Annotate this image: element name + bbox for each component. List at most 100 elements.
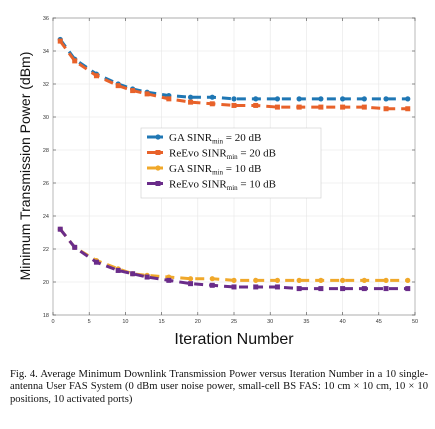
- legend-label: ReEvo SINRmin = 10 dB: [169, 179, 276, 193]
- legend-marker: [155, 165, 161, 171]
- data-point: [231, 277, 237, 283]
- x-tick-label: 10: [122, 319, 128, 325]
- y-tick-label: 24: [43, 214, 49, 220]
- data-point: [361, 286, 367, 292]
- y-tick-label: 28: [43, 148, 49, 154]
- data-point: [274, 277, 281, 283]
- data-point: [405, 286, 411, 292]
- series-line: [59, 228, 408, 282]
- axis-ticks: 0 5 10 15 20 25 30 35 40 45 50 18 20 22 24 26 28 30 32 34 36: [43, 16, 418, 325]
- series-line: [59, 228, 408, 291]
- data-point: [144, 274, 150, 280]
- y-axis-label: Minimum Transmission Power (dBm): [17, 52, 33, 281]
- data-point: [361, 104, 367, 110]
- x-tick-label: 20: [195, 319, 201, 325]
- data-point: [188, 281, 194, 287]
- legend-label-tail: = 20 dB: [223, 132, 261, 144]
- data-point: [405, 106, 411, 112]
- legend-entry: GA SINRmin = 10 dB: [147, 163, 261, 177]
- y-tick-label: 26: [43, 181, 49, 187]
- legend-label-subscript: min: [212, 138, 223, 146]
- y-tick-label: 34: [43, 49, 49, 55]
- data-point: [383, 96, 389, 102]
- figure-caption: Fig. 4. Average Minimum Downlink Transmi…: [10, 369, 428, 405]
- x-tick-label: 25: [231, 319, 237, 325]
- data-point: [405, 96, 411, 102]
- legend-label-subscript: min: [227, 153, 238, 161]
- legend-label-main: ReEvo SINR: [169, 179, 227, 191]
- x-axis-label: Iteration Number: [174, 331, 294, 348]
- legend-label: GA SINRmin = 20 dB: [169, 132, 261, 146]
- data-point: [231, 284, 237, 290]
- y-tick-label: 20: [43, 280, 49, 286]
- legend-label-main: GA SINR: [169, 163, 213, 175]
- x-tick-label: 50: [412, 319, 418, 325]
- legend-label-main: GA SINR: [169, 132, 213, 144]
- grid-lines: [52, 17, 416, 316]
- data-point: [253, 277, 259, 283]
- x-tick-label: 0: [51, 319, 54, 325]
- data-point: [361, 277, 367, 283]
- data-point: [130, 271, 136, 277]
- data-point: [340, 286, 346, 292]
- data-point: [361, 96, 367, 102]
- data-point: [296, 96, 302, 102]
- data-point: [209, 101, 215, 107]
- data-point: [57, 226, 63, 232]
- data-point: [57, 38, 63, 44]
- data-point: [144, 91, 150, 97]
- data-point: [166, 96, 172, 102]
- x-tick-label: 15: [159, 319, 165, 325]
- data-point: [340, 96, 346, 102]
- data-point: [318, 104, 324, 110]
- data-point: [93, 73, 99, 79]
- data-point: [274, 284, 280, 290]
- y-tick-label: 30: [43, 115, 49, 121]
- data-point: [188, 99, 194, 105]
- power-vs-iteration-chart: 0 5 10 15 20 25 30 35 40 45 50 18 20 22 24 26 28 30 32 34 36…: [17, 16, 418, 348]
- data-point: [318, 286, 324, 292]
- data-point: [187, 276, 194, 282]
- data-point: [130, 88, 136, 94]
- data-point: [383, 286, 389, 292]
- legend-box: [140, 127, 322, 199]
- legend-label: GA SINRmin = 10 dB: [169, 163, 261, 177]
- series-4: [57, 226, 411, 292]
- data-point: [209, 276, 215, 282]
- data-point: [115, 83, 121, 89]
- x-tick-label: 5: [88, 319, 91, 325]
- x-tick-label: 45: [376, 319, 382, 325]
- x-tick-label: 35: [303, 319, 309, 325]
- data-point: [93, 259, 99, 265]
- x-tick-label: 40: [340, 319, 346, 325]
- data-point: [209, 282, 215, 288]
- series-line: [59, 40, 408, 111]
- series-lines: [57, 36, 411, 292]
- data-point: [318, 277, 324, 283]
- y-tick-label: 22: [43, 247, 49, 253]
- data-point: [296, 277, 302, 283]
- x-tick-label: 30: [267, 319, 273, 325]
- legend-label-tail: = 10 dB: [238, 179, 276, 191]
- data-point: [72, 58, 78, 64]
- data-point: [231, 102, 237, 108]
- legend-entry: ReEvo SINRmin = 10 dB: [147, 179, 276, 193]
- data-point: [72, 244, 78, 250]
- data-point: [253, 96, 259, 102]
- data-point: [340, 277, 346, 283]
- data-point: [231, 96, 237, 102]
- legend-label-subscript: min: [227, 184, 238, 192]
- y-tick-label: 32: [43, 82, 49, 88]
- data-point: [209, 94, 215, 100]
- data-point: [405, 277, 411, 283]
- legend-marker: [155, 150, 161, 155]
- legend-label-main: ReEvo SINR: [169, 148, 227, 160]
- y-tick-label: 36: [43, 16, 49, 22]
- data-point: [187, 94, 194, 100]
- data-point: [340, 104, 346, 110]
- legend-label-subscript: min: [212, 169, 223, 177]
- legend-label-tail: = 10 dB: [223, 163, 261, 175]
- legend-entry: ReEvo SINRmin = 20 dB: [147, 148, 276, 161]
